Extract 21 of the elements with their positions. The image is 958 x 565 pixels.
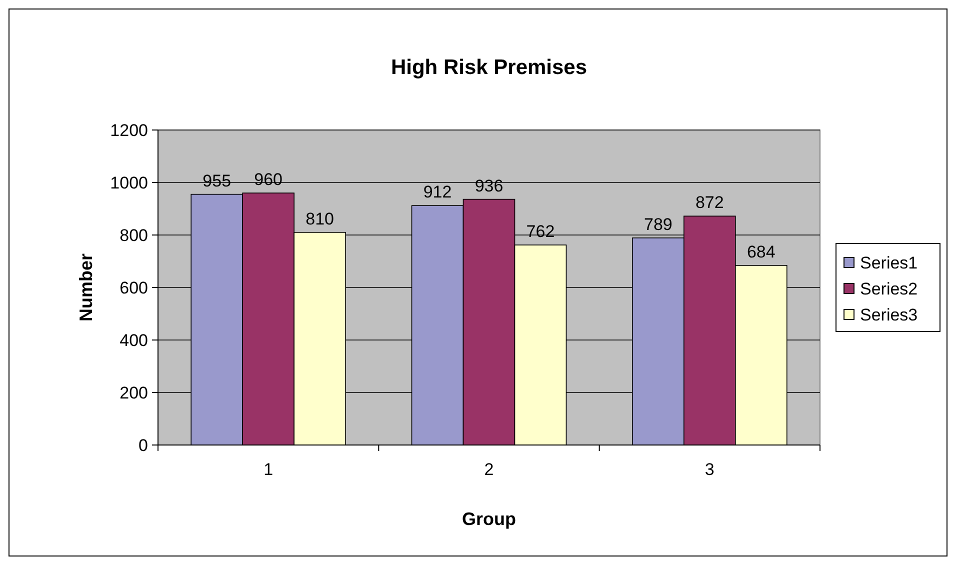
y-axis-title: Number	[76, 253, 96, 322]
y-tick-label: 1000	[110, 173, 148, 192]
y-tick-label: 400	[120, 330, 148, 350]
legend-label: Series2	[860, 279, 918, 298]
data-label: 789	[644, 214, 672, 234]
legend-label: Series1	[860, 253, 918, 272]
y-tick-label: 800	[120, 226, 148, 245]
y-tick-label: 0	[138, 436, 148, 455]
data-label: 684	[746, 242, 776, 262]
chart-title: High Risk Premises	[390, 56, 588, 79]
x-tick-label: 3	[704, 460, 714, 479]
data-label: 810	[306, 209, 334, 228]
data-label: 872	[695, 193, 724, 212]
x-tick-label: 2	[484, 460, 494, 479]
x-tick-label: 1	[264, 460, 274, 479]
legend-label: Series3	[860, 305, 918, 324]
y-tick-label: 200	[120, 383, 148, 402]
y-tick-label: 600	[120, 278, 148, 298]
x-axis-title: Group	[462, 509, 516, 529]
y-tick-label: 1200	[110, 120, 148, 140]
data-label: 912	[423, 182, 452, 202]
